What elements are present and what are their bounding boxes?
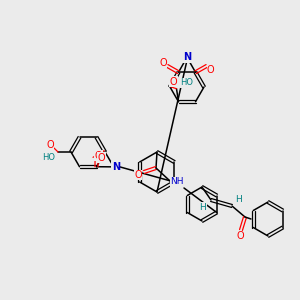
Text: NH: NH (170, 178, 184, 187)
Text: O: O (207, 65, 214, 75)
Text: O: O (236, 231, 244, 241)
Text: O: O (159, 58, 167, 68)
Text: N: N (112, 162, 120, 172)
Text: O: O (98, 153, 105, 163)
Text: HO: HO (43, 154, 56, 163)
Text: N: N (183, 52, 191, 62)
Text: HO: HO (180, 78, 193, 87)
Text: O: O (170, 77, 177, 87)
Text: O: O (46, 140, 54, 150)
Text: H: H (235, 196, 242, 205)
Text: O: O (134, 170, 142, 180)
Text: O: O (95, 151, 103, 160)
Text: H: H (200, 202, 206, 211)
